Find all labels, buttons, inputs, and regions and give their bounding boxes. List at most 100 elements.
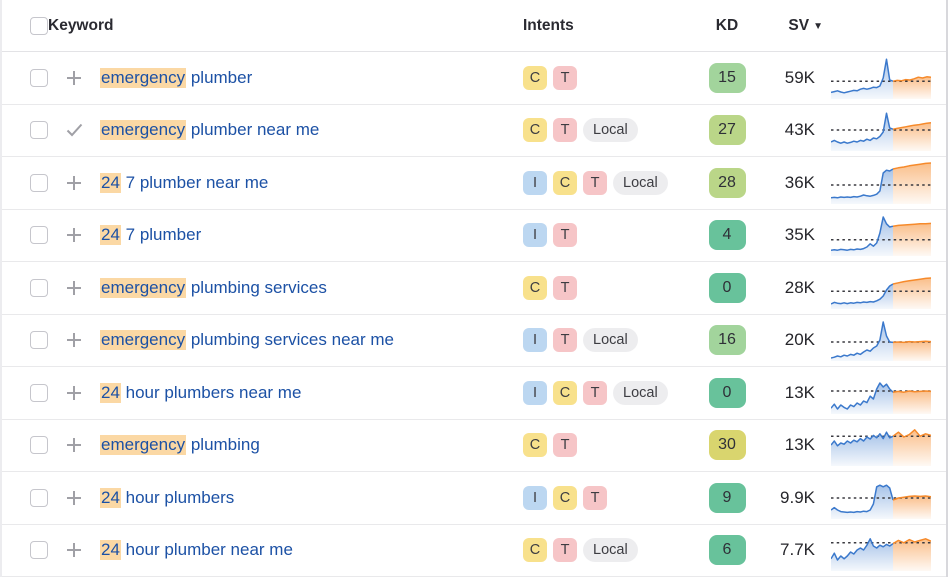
- row-checkbox[interactable]: [30, 121, 48, 140]
- row-checkbox[interactable]: [30, 226, 48, 245]
- intent-badge-t: T: [553, 538, 577, 563]
- kd-badge: 30: [708, 430, 746, 461]
- row-checkbox[interactable]: [30, 488, 48, 507]
- plus-icon: [67, 438, 81, 453]
- keyword-rest: hour plumbers: [120, 487, 235, 507]
- intent-badge-c: C: [523, 538, 547, 563]
- kd-badge: 16: [708, 325, 746, 356]
- add-keyword-icon[interactable]: [48, 226, 100, 244]
- sv-value: 36K: [784, 172, 815, 192]
- keyword-rest: plumber near me: [186, 120, 320, 140]
- sv-trend-sparkline: [831, 372, 931, 414]
- kd-badge: 28: [708, 167, 746, 198]
- sv-value: 35K: [784, 225, 815, 245]
- sv-trend-sparkline: [831, 477, 931, 519]
- add-keyword-icon[interactable]: [48, 331, 100, 349]
- intent-badges: I C T Local: [523, 380, 699, 405]
- intent-badge-t: T: [583, 485, 607, 510]
- kd-badge: 4: [708, 220, 746, 251]
- add-keyword-icon[interactable]: [48, 174, 100, 192]
- add-keyword-icon[interactable]: [48, 436, 100, 454]
- intent-badge-t: T: [553, 223, 577, 248]
- intent-badge-local: Local: [583, 538, 638, 563]
- added-check-icon[interactable]: [48, 121, 100, 139]
- intent-badge-t: T: [583, 380, 607, 405]
- keyword-link[interactable]: 24 hour plumber near me: [100, 540, 523, 561]
- column-header-sv-sort[interactable]: SV ▼: [755, 17, 831, 35]
- sv-trend-sparkline: [831, 267, 931, 309]
- add-keyword-icon[interactable]: [48, 541, 100, 559]
- intent-badge-t: T: [553, 433, 577, 458]
- sv-trend-sparkline: [831, 162, 931, 204]
- keyword-highlight: 24: [100, 540, 121, 561]
- column-header-kd: KD: [715, 16, 739, 34]
- sv-trend-sparkline: [831, 529, 931, 572]
- add-keyword-icon[interactable]: [48, 489, 100, 507]
- keyword-rest: plumber: [186, 67, 253, 87]
- keyword-highlight: 24: [100, 382, 121, 403]
- keyword-link[interactable]: 24 hour plumbers near me: [100, 382, 523, 403]
- row-checkbox[interactable]: [30, 68, 48, 87]
- keyword-highlight: emergency: [100, 120, 187, 141]
- intent-badge-c: C: [553, 485, 577, 510]
- intent-badge-i: I: [523, 223, 547, 248]
- sv-trend-sparkline: [831, 319, 931, 362]
- sv-value: 20K: [784, 330, 815, 350]
- keyword-highlight: 24: [100, 225, 121, 246]
- keyword-link[interactable]: 24 7 plumber near me: [100, 172, 523, 193]
- keyword-link[interactable]: emergency plumbing: [100, 435, 523, 456]
- intent-badge-local: Local: [613, 170, 668, 195]
- intent-badge-i: I: [523, 328, 547, 353]
- keyword-link[interactable]: emergency plumber near me: [100, 120, 523, 141]
- keyword-rest: hour plumbers near me: [120, 382, 302, 402]
- table-row: emergency plumbing services near me I T Lo…: [2, 315, 946, 367]
- intent-badge-c: C: [523, 275, 547, 300]
- sv-header-label: SV: [788, 16, 810, 34]
- kd-badge: 27: [708, 115, 746, 146]
- add-keyword-icon[interactable]: [48, 279, 100, 297]
- table-row: emergency plumber near me C T Local 27 43K: [2, 105, 946, 157]
- intent-badge-local: Local: [613, 380, 668, 405]
- keyword-highlight: 24: [100, 172, 121, 193]
- keyword-link[interactable]: 24 7 plumber: [100, 225, 523, 246]
- intent-badge-c: C: [553, 170, 577, 195]
- intent-badge-t: T: [553, 328, 577, 353]
- select-all-checkbox[interactable]: [30, 16, 48, 35]
- row-checkbox[interactable]: [30, 436, 48, 455]
- keyword-link[interactable]: emergency plumber: [100, 67, 523, 88]
- plus-icon: [67, 543, 81, 558]
- keyword-highlight: emergency: [100, 330, 187, 351]
- intent-badge-c: C: [523, 65, 547, 90]
- sv-value: 43K: [784, 120, 815, 140]
- kd-badge: 9: [708, 482, 746, 513]
- column-header-intents: Intents: [523, 16, 574, 34]
- keyword-highlight: emergency: [100, 435, 187, 456]
- add-keyword-icon[interactable]: [48, 384, 100, 402]
- add-keyword-icon[interactable]: [48, 69, 100, 87]
- sv-value: 13K: [784, 435, 815, 455]
- row-checkbox[interactable]: [30, 331, 48, 350]
- keyword-link[interactable]: 24 hour plumbers: [100, 487, 523, 508]
- intent-badge-t: T: [553, 118, 577, 143]
- intent-badge-local: Local: [583, 118, 638, 143]
- sv-value: 59K: [784, 67, 815, 87]
- plus-icon: [67, 280, 81, 295]
- row-checkbox[interactable]: [30, 383, 48, 402]
- intent-badges: I T Local: [523, 328, 699, 353]
- keyword-link[interactable]: emergency plumbing services near me: [100, 330, 523, 351]
- check-icon: [66, 124, 82, 137]
- row-checkbox[interactable]: [30, 541, 48, 560]
- row-checkbox[interactable]: [30, 173, 48, 192]
- row-checkbox[interactable]: [30, 278, 48, 297]
- sv-trend-sparkline: [831, 57, 931, 99]
- keyword-rest: 7 plumber near me: [120, 172, 269, 192]
- sort-desc-icon: ▼: [813, 20, 823, 32]
- plus-icon: [67, 385, 81, 400]
- keyword-link[interactable]: emergency plumbing services: [100, 277, 523, 298]
